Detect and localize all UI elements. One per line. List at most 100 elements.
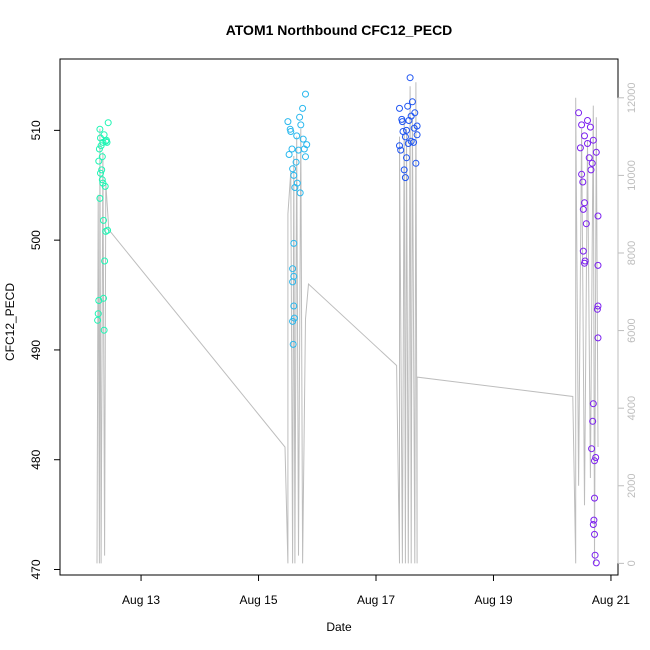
secondary-y-tick-label: 8000 <box>626 241 638 265</box>
data-point <box>293 179 301 187</box>
data-point <box>95 157 103 165</box>
data-point <box>581 199 588 207</box>
data-point <box>594 212 602 220</box>
data-point <box>582 220 590 228</box>
data-point <box>589 136 597 144</box>
data-point <box>100 294 107 302</box>
y-tick-label: 500 <box>29 230 43 250</box>
secondary-y-tick-label: 0 <box>626 560 638 566</box>
secondary-y-axis: 0 2000 4000 6000 8000 10000 12000 <box>617 83 638 566</box>
y-axis-label: CFC12_PECD <box>3 283 17 361</box>
y-tick-label: 490 <box>29 340 43 360</box>
points-layer <box>94 74 602 567</box>
x-axis-label: Date <box>326 620 352 634</box>
secondary-y-tick-label: 10000 <box>626 160 638 191</box>
data-point <box>397 146 405 154</box>
data-point <box>584 117 591 124</box>
data-point <box>589 417 597 425</box>
data-point <box>100 216 107 224</box>
altitude-trace <box>96 82 599 564</box>
series-flight-3 <box>396 74 421 182</box>
data-point <box>96 125 104 133</box>
data-point <box>289 340 297 348</box>
data-point <box>411 109 419 117</box>
data-point <box>591 457 598 465</box>
y-tick-label: 510 <box>29 120 43 140</box>
data-point <box>286 125 294 133</box>
data-point <box>98 166 106 174</box>
data-point <box>413 122 421 130</box>
y-tick-label: 480 <box>29 449 43 469</box>
data-point <box>289 265 297 273</box>
secondary-y-tick-label: 4000 <box>626 396 638 420</box>
x-axis: Aug 13 Aug 15 Aug 17 Aug 19 Aug 21 <box>122 574 630 607</box>
x-tick-label: Aug 21 <box>592 593 630 607</box>
data-point <box>579 205 587 213</box>
data-point <box>98 176 106 184</box>
data-point <box>588 445 596 453</box>
data-point <box>97 142 105 150</box>
chart-title: ATOM1 Northbound CFC12_PECD <box>226 22 453 38</box>
data-point <box>408 98 416 106</box>
data-point <box>299 104 307 112</box>
data-point <box>586 123 594 131</box>
secondary-y-tick-label: 2000 <box>626 474 638 498</box>
data-point <box>102 137 110 145</box>
x-tick-label: Aug 15 <box>240 593 278 607</box>
data-point <box>406 74 414 82</box>
x-tick-label: Aug 17 <box>357 593 395 607</box>
altitude-layer <box>96 82 599 564</box>
data-point <box>100 131 108 139</box>
data-point <box>285 151 293 158</box>
data-point <box>589 400 597 408</box>
data-point <box>592 148 600 156</box>
y-axis: 470 480 490 500 510 <box>29 120 61 580</box>
data-point <box>578 170 586 178</box>
data-point <box>405 117 413 124</box>
data-point <box>401 174 409 182</box>
data-point <box>403 126 410 134</box>
data-point <box>292 158 300 166</box>
data-point <box>289 317 297 325</box>
data-point <box>594 302 602 310</box>
data-point <box>101 182 109 190</box>
data-point <box>581 259 588 267</box>
x-tick-label: Aug 13 <box>122 593 160 607</box>
data-point <box>104 119 112 127</box>
data-point <box>104 226 112 234</box>
data-point <box>407 137 415 145</box>
secondary-y-tick-label: 12000 <box>626 83 638 114</box>
data-point <box>289 165 297 173</box>
data-point <box>400 166 408 174</box>
data-point <box>94 310 102 318</box>
data-point <box>302 90 309 98</box>
data-point <box>579 247 587 255</box>
data-point <box>576 144 584 152</box>
data-point <box>97 169 104 177</box>
data-point <box>289 278 297 286</box>
data-point <box>594 334 602 342</box>
data-point <box>290 239 298 247</box>
data-point <box>297 121 305 129</box>
data-point <box>284 118 292 126</box>
data-point <box>593 305 601 313</box>
data-point <box>98 153 106 161</box>
secondary-y-tick-label: 6000 <box>626 318 638 342</box>
x-tick-label: Aug 19 <box>474 593 512 607</box>
plot-frame <box>59 58 619 576</box>
series-flight-4 <box>575 109 602 567</box>
data-point <box>589 521 597 528</box>
data-point <box>412 159 420 167</box>
data-point <box>296 113 304 121</box>
data-point <box>591 494 598 502</box>
data-point <box>592 559 600 567</box>
data-point <box>588 159 596 167</box>
data-point <box>396 142 403 150</box>
data-point <box>594 261 602 269</box>
data-point <box>290 302 298 310</box>
data-point <box>581 132 588 140</box>
y-tick-label: 470 <box>29 559 43 579</box>
data-point <box>302 153 309 161</box>
data-point <box>578 121 586 129</box>
